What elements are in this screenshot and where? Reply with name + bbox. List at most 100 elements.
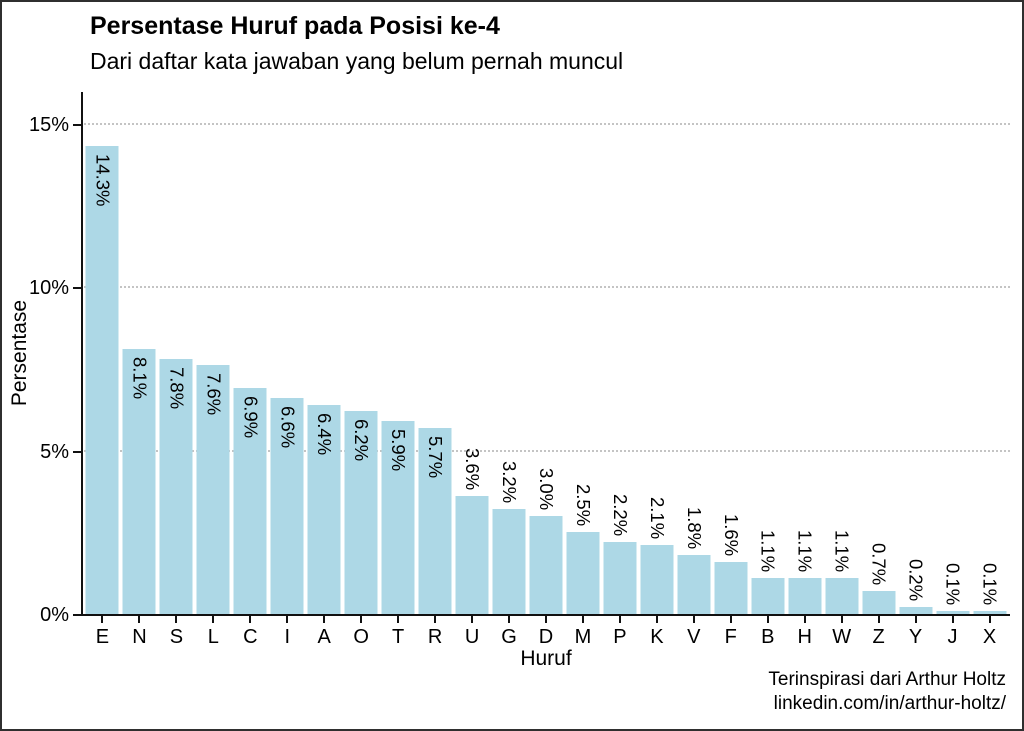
bar-value-label-G: 3.2% xyxy=(499,461,521,504)
x-tick-mark-I xyxy=(286,616,289,623)
x-tick-mark-X xyxy=(988,616,991,623)
bar-S xyxy=(159,358,193,614)
bar-slot-M: 2.5% M xyxy=(564,92,601,648)
bar-T xyxy=(381,421,415,614)
x-tick-label-U: U xyxy=(464,626,480,648)
bar-R xyxy=(418,427,452,614)
bar-V xyxy=(677,555,711,614)
bar-value-label-U: 3.6% xyxy=(462,448,484,491)
bar-Z xyxy=(862,591,896,614)
bar-slot-W: 1.1% W xyxy=(823,92,860,648)
y-tick-label: 10% xyxy=(28,277,69,299)
bar-slot-Z: 0.7% Z xyxy=(860,92,897,648)
bar-K xyxy=(640,545,674,614)
x-tick-label-R: R xyxy=(427,626,443,648)
bar-value-label-V: 1.8% xyxy=(683,506,705,550)
bar-value-label-Y: 0.2% xyxy=(905,559,927,602)
x-tick-label-G: G xyxy=(501,626,517,648)
bar-value-label-M: 2.5% xyxy=(572,484,594,527)
y-tick-label: 0% xyxy=(40,604,69,626)
x-axis-line xyxy=(80,614,1010,616)
bar-value-label-O: 6.2% xyxy=(351,419,373,462)
bar-C xyxy=(233,388,267,614)
x-tick-mark-N xyxy=(138,616,141,623)
bar-value-label-K: 2.1% xyxy=(646,497,668,540)
y-tick-mark-5% xyxy=(73,450,81,453)
x-tick-label-V: V xyxy=(687,626,701,648)
x-tick-mark-L xyxy=(212,616,215,623)
bar-slot-O: 6.2% O xyxy=(343,92,380,648)
bar-L xyxy=(196,365,230,614)
chart-title: Persentase Huruf pada Posisi ke-4 xyxy=(90,12,500,40)
bar-slot-K: 2.1% K xyxy=(638,92,675,648)
x-tick-mark-B xyxy=(766,616,769,623)
bar-slot-R: 5.7% R xyxy=(417,92,454,648)
x-tick-label-C: C xyxy=(243,626,258,648)
bar-J xyxy=(936,610,970,614)
gridline-15pct xyxy=(81,122,1010,125)
bar-value-label-J: 0.1% xyxy=(942,562,964,605)
bar-value-label-T: 5.9% xyxy=(388,429,410,472)
x-tick-mark-D xyxy=(544,616,547,623)
bar-value-label-D: 3.0% xyxy=(535,467,557,510)
y-tick-label: 15% xyxy=(28,113,69,136)
x-tick-label-Z: Z xyxy=(872,626,885,648)
bar-E xyxy=(85,146,119,614)
x-tick-mark-U xyxy=(471,616,474,623)
x-tick-mark-H xyxy=(803,616,806,623)
bar-slot-C: 6.9% C xyxy=(232,92,269,648)
bar-slot-F: 1.6% F xyxy=(712,92,749,648)
bar-value-label-X: 0.1% xyxy=(979,562,1001,605)
caption-line-2: linkedin.com/in/arthur-holtz/ xyxy=(773,693,1006,714)
x-tick-label-O: O xyxy=(353,626,369,648)
bar-value-label-H: 1.1% xyxy=(794,529,816,573)
x-tick-label-K: K xyxy=(650,626,664,648)
bar-B xyxy=(751,578,785,614)
x-tick-mark-A xyxy=(323,616,326,623)
x-tick-label-S: S xyxy=(169,626,184,648)
x-tick-mark-Y xyxy=(914,616,917,623)
bar-I xyxy=(270,398,304,614)
x-tick-mark-V xyxy=(692,616,695,623)
x-tick-mark-Z xyxy=(877,616,880,623)
y-tick-label: 5% xyxy=(40,440,69,463)
bar-value-label-B: 1.1% xyxy=(757,529,779,573)
bar-slot-E: 14.3% E xyxy=(84,92,121,648)
x-tick-mark-T xyxy=(397,616,400,623)
chart-subtitle: Dari daftar kata jawaban yang belum pern… xyxy=(90,48,624,74)
x-tick-mark-F xyxy=(729,616,732,623)
bar-X xyxy=(973,610,1006,614)
bar-value-label-F: 1.6% xyxy=(720,513,742,556)
bar-U xyxy=(455,496,489,614)
x-tick-label-W: W xyxy=(832,626,852,648)
x-tick-label-H: H xyxy=(797,626,812,648)
x-tick-mark-M xyxy=(581,616,584,623)
x-tick-mark-W xyxy=(840,616,843,623)
bar-value-label-R: 5.7% xyxy=(425,435,447,478)
bar-value-label-C: 6.9% xyxy=(240,396,262,439)
bar-slot-U: 3.6% U xyxy=(454,92,491,648)
x-tick-label-E: E xyxy=(95,626,110,648)
bar-slot-P: 2.2% P xyxy=(601,92,638,648)
bar-slot-G: 3.2% G xyxy=(491,92,528,648)
bar-N xyxy=(122,349,156,614)
bar-G xyxy=(492,509,526,614)
bar-slot-Y: 0.2% Y xyxy=(897,92,934,648)
bar-slot-N: 8.1% N xyxy=(121,92,158,648)
y-axis-line xyxy=(81,92,83,616)
x-tick-label-I: I xyxy=(284,626,291,648)
bar-Y xyxy=(899,607,933,614)
x-tick-label-D: D xyxy=(538,626,554,648)
bar-value-label-W: 1.1% xyxy=(831,529,853,573)
x-tick-mark-C xyxy=(249,616,252,623)
x-tick-mark-E xyxy=(101,616,104,623)
caption-line-1: Terinspirasi dari Arthur Holtz xyxy=(768,669,1006,690)
y-tick-mark-10% xyxy=(73,287,81,289)
x-tick-mark-G xyxy=(508,616,511,623)
x-tick-label-A: A xyxy=(317,626,331,648)
x-tick-mark-K xyxy=(655,616,658,623)
caption: Terinspirasi dari Arthur Holtz linkedin.… xyxy=(768,668,1006,716)
bar-value-label-S: 7.8% xyxy=(166,366,188,410)
x-tick-label-Y: Y xyxy=(908,626,923,648)
